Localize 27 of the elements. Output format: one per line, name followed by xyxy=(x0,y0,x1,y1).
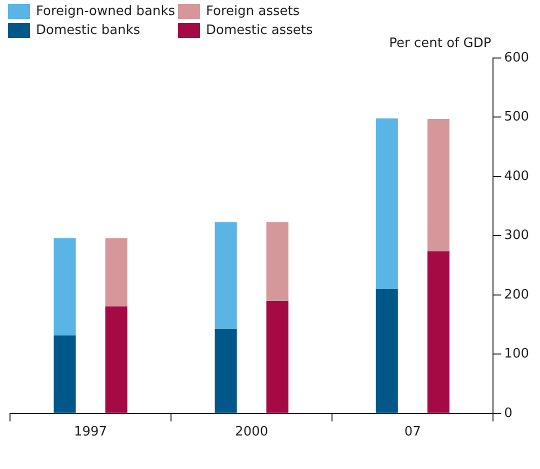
text: 2000 xyxy=(235,424,268,440)
text: 1997 xyxy=(74,424,108,440)
bar xyxy=(266,300,288,413)
bar xyxy=(105,238,128,306)
legend-label: Foreign assets xyxy=(206,4,300,19)
bar xyxy=(54,335,76,413)
bar xyxy=(214,328,237,413)
legend-label: Domestic assets xyxy=(206,23,313,38)
y-axis-title: Per cent of GDP xyxy=(389,36,492,51)
y-tick-label: 500 xyxy=(504,110,530,125)
y-tick-label: 200 xyxy=(504,287,530,302)
y-tick-label: 0 xyxy=(504,406,512,421)
bar xyxy=(376,289,398,413)
bar xyxy=(427,119,450,252)
y-tick-label: 100 xyxy=(504,346,530,362)
bar xyxy=(427,251,450,413)
y-tick-label: 400 xyxy=(504,168,530,184)
y-tick-label: 600 xyxy=(504,50,530,66)
bar xyxy=(376,118,398,290)
bar xyxy=(54,238,76,336)
bar xyxy=(214,222,237,329)
bar xyxy=(266,222,288,301)
legend-label: Foreign-owned banks xyxy=(36,4,176,19)
bar xyxy=(105,306,128,413)
text: 07 xyxy=(404,424,421,440)
y-tick-label: 300 xyxy=(504,228,530,244)
legend-label: Domestic banks xyxy=(36,23,140,38)
